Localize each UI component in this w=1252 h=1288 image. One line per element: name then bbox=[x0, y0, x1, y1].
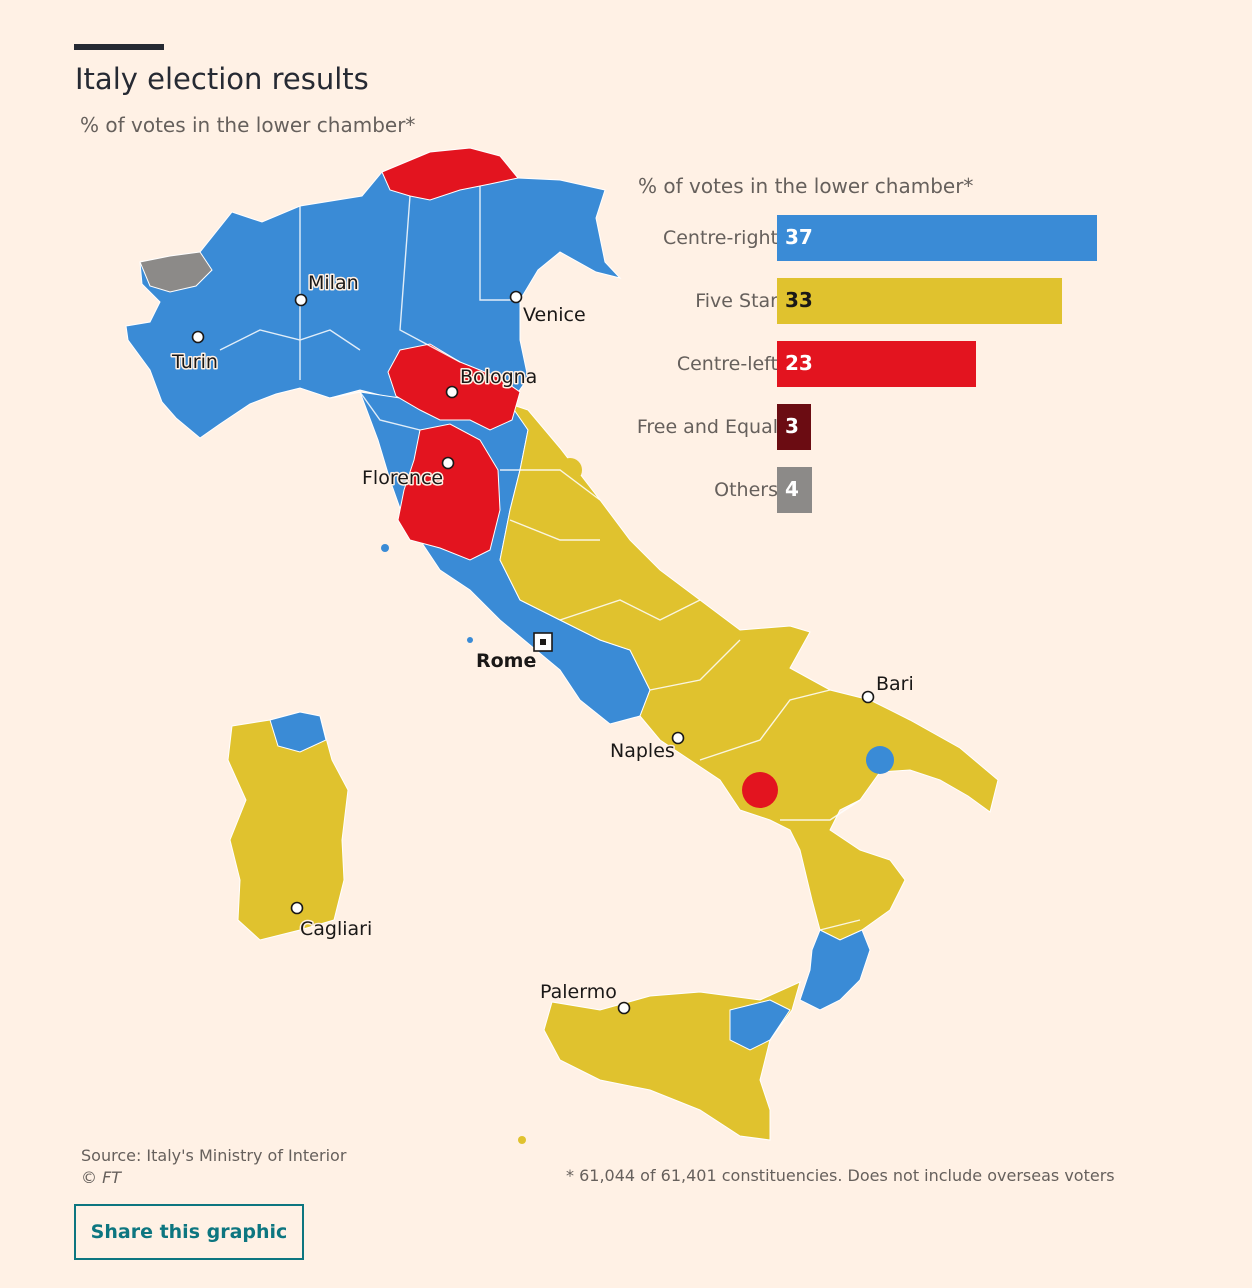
page-title: Italy election results bbox=[75, 62, 369, 96]
region-tuscany-centre-left bbox=[397, 423, 501, 561]
bar-category-label: Five Star bbox=[695, 290, 778, 312]
svg-text:Turin: Turin bbox=[171, 351, 218, 373]
bar-category-label: Centre-right bbox=[662, 227, 778, 249]
bar-value-label: 3 bbox=[785, 414, 799, 438]
svg-text:Bari: Bari bbox=[876, 673, 914, 695]
svg-text:Cagliari: Cagliari bbox=[300, 918, 372, 940]
bar-value-label: 37 bbox=[785, 225, 813, 249]
page-subtitle: % of votes in the lower chamber* bbox=[80, 113, 416, 137]
region-aosta-others bbox=[139, 251, 213, 293]
svg-text:Palermo: Palermo bbox=[540, 981, 617, 1003]
city-marker-florence: Florence bbox=[361, 456, 455, 491]
bar-value-label: 4 bbox=[785, 477, 799, 501]
bar-centre-left: 23 bbox=[777, 341, 976, 387]
bar-free-and-equal: 3 bbox=[777, 404, 811, 450]
islet-ponza bbox=[467, 637, 473, 643]
island-sicily-east-blue bbox=[729, 999, 791, 1051]
bar-category-label: Others bbox=[714, 479, 778, 501]
patch-campania-red bbox=[742, 772, 778, 808]
region-borders bbox=[219, 186, 861, 931]
city-marker-cagliari: Cagliari bbox=[290, 901, 374, 942]
region-south-tyrol-centre-left bbox=[381, 147, 519, 201]
bar-row: Five Star 33 bbox=[630, 278, 1150, 324]
svg-text:Milan: Milan bbox=[308, 272, 359, 294]
bar-value-label: 33 bbox=[785, 288, 813, 312]
bar-value-label: 23 bbox=[785, 351, 813, 375]
city-marker-turin: Turin bbox=[170, 330, 219, 375]
islet-elba bbox=[381, 544, 389, 552]
city-marker-venice: Venice bbox=[509, 290, 587, 328]
city-marker-rome: Rome bbox=[475, 632, 553, 674]
patch-puglia-blue bbox=[866, 746, 894, 774]
region-south-five-star bbox=[499, 403, 999, 941]
top-rule bbox=[74, 44, 164, 50]
share-graphic-button[interactable]: Share this graphic bbox=[74, 1204, 304, 1260]
source-text: Source: Italy's Ministry of Interior bbox=[81, 1146, 347, 1165]
vote-share-bar-chart: % of votes in the lower chamber* Centre-… bbox=[630, 170, 1150, 530]
city-marker-palermo: Palermo bbox=[539, 980, 631, 1015]
city-marker-milan: Milan bbox=[294, 271, 360, 307]
bar-category-label: Centre-left bbox=[676, 353, 778, 375]
islet-pantelleria bbox=[518, 1136, 526, 1144]
bar-row: Centre-left 23 bbox=[630, 341, 1150, 387]
bar-chart-title: % of votes in the lower chamber* bbox=[638, 174, 974, 198]
city-marker-bari: Bari bbox=[861, 672, 915, 704]
bar-others: 4 bbox=[777, 467, 812, 513]
bar-row: Free and Equal 3 bbox=[630, 404, 1150, 450]
bar-five-star: 33 bbox=[777, 278, 1063, 324]
copyright-text: © FT bbox=[81, 1168, 122, 1187]
svg-text:Florence: Florence bbox=[362, 467, 443, 489]
patch-marche-yellow bbox=[558, 458, 582, 482]
bar-centre-right: 37 bbox=[777, 215, 1097, 261]
svg-text:Venice: Venice bbox=[523, 304, 586, 326]
island-sardinia-north-blue bbox=[269, 711, 327, 753]
city-marker-naples: Naples bbox=[609, 731, 685, 764]
patch-lazio-yellow bbox=[598, 606, 626, 634]
svg-text:Rome: Rome bbox=[476, 650, 536, 672]
region-calabria-centre-right bbox=[799, 929, 871, 1011]
svg-text:Bologna: Bologna bbox=[460, 366, 537, 388]
bar-row: Centre-right 37 bbox=[630, 215, 1150, 261]
bar-category-label: Free and Equal bbox=[636, 416, 778, 438]
bar-row: Others 4 bbox=[630, 467, 1150, 513]
city-marker-bologna: Bologna bbox=[445, 365, 539, 399]
source-note: Source: Italy's Ministry of Interior © F… bbox=[81, 1145, 346, 1189]
svg-text:Naples: Naples bbox=[610, 740, 675, 762]
footnote: * 61,044 of 61,401 constituencies. Does … bbox=[566, 1166, 1115, 1185]
